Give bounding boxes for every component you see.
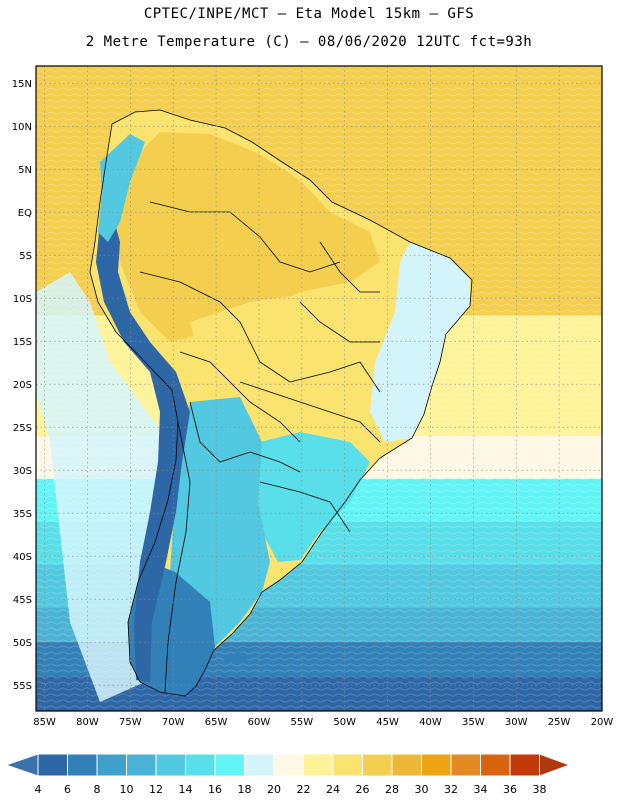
colorbar-swatch — [450, 753, 481, 777]
colorbar-swatch — [244, 753, 275, 777]
colorbar-label: 8 — [94, 783, 101, 796]
latitude-label: 25S — [13, 423, 32, 434]
colorbar-label: 12 — [149, 783, 163, 796]
temperature-map[interactable]: 15N 10N 5N EQ 5S 10S 15S 20S 25S 30S 35S 40S 45S 50S 5… — [0, 62, 618, 732]
colorbar-label: 22 — [297, 783, 311, 796]
colorbar-label: 32 — [444, 783, 458, 796]
longitude-label: 85W — [33, 717, 56, 728]
longitude-label: 70W — [162, 717, 185, 728]
longitude-label: 20W — [591, 717, 614, 728]
colorbar-min-arrow — [4, 753, 39, 777]
colorbar-label: 28 — [385, 783, 399, 796]
south-brazil-region — [250, 432, 370, 562]
latitude-label: EQ — [18, 208, 32, 219]
colorbar-label: 24 — [326, 783, 340, 796]
colorbar-label: 30 — [415, 783, 429, 796]
colorbar-swatch — [185, 753, 216, 777]
colorbar-swatch — [480, 753, 511, 777]
colorbar-swatch — [362, 753, 393, 777]
colorbar-swatch — [421, 753, 452, 777]
colorbar-swatch — [126, 753, 157, 777]
colorbar-swatch — [155, 753, 186, 777]
longitude-label: 45W — [376, 717, 399, 728]
colorbar-max-arrow — [539, 753, 571, 777]
latitude-labels: 15N 10N 5N EQ 5S 10S 15S 20S 25S 30S 35S 40S 45S 50S 5… — [12, 79, 32, 692]
latitude-label: 15S — [13, 337, 32, 348]
colorbar-swatch — [303, 753, 334, 777]
latitude-label: 50S — [13, 638, 32, 649]
colombian-andes-region — [98, 134, 145, 242]
latitude-label: 5S — [19, 251, 32, 262]
latitude-label: 10N — [12, 122, 32, 133]
colorbar-swatch — [332, 753, 363, 777]
colorbar-swatch — [214, 753, 245, 777]
longitude-label: 60W — [248, 717, 271, 728]
longitude-label: 40W — [419, 717, 442, 728]
latitude-label: 15N — [12, 79, 32, 90]
northeast-brazil-region — [370, 242, 470, 442]
longitude-label: 75W — [119, 717, 142, 728]
longitude-labels: 85W 80W 75W 70W 65W 60W 55W 50W 45W 40W 35W 30W 25W 2… — [33, 717, 613, 728]
colorbar-label: 38 — [533, 783, 547, 796]
latitude-label: 55S — [13, 681, 32, 692]
latitude-label: 40S — [13, 552, 32, 563]
map-subtitle: 2 Metre Temperature (C) – 08/06/2020 12U… — [85, 34, 533, 50]
latitude-label: 30S — [13, 466, 32, 477]
amazon-north-region — [112, 132, 380, 342]
longitude-label: 25W — [548, 717, 571, 728]
latitude-label: 5N — [18, 165, 32, 176]
andes-region — [96, 212, 190, 682]
latitude-label: 20S — [13, 380, 32, 391]
map-frame — [35, 65, 603, 712]
colorbar-label: 16 — [208, 783, 222, 796]
latitude-label: 10S — [13, 294, 32, 305]
colorbar-label: 20 — [267, 783, 281, 796]
colorbar-label: 6 — [64, 783, 71, 796]
colorbar-label: 36 — [503, 783, 517, 796]
longitude-label: 55W — [291, 717, 314, 728]
brazil-central-region — [190, 282, 410, 402]
colorbar-swatch — [37, 753, 68, 777]
colorbar-swatch — [96, 753, 127, 777]
latitude-label: 45S — [13, 595, 32, 606]
colorbar-swatch — [67, 753, 98, 777]
longitude-label: 80W — [76, 717, 99, 728]
longitude-label: 35W — [462, 717, 485, 728]
colorbar-label: 26 — [356, 783, 370, 796]
map-title: CPTEC/INPE/MCT – Eta Model 15km – GFS — [143, 6, 475, 22]
longitude-label: 30W — [505, 717, 528, 728]
colorbar-label: 4 — [35, 783, 42, 796]
land-temperature-field — [90, 110, 472, 696]
colorbar-label: 10 — [120, 783, 134, 796]
colorbar-label: 18 — [238, 783, 252, 796]
colorbar-label: 14 — [179, 783, 193, 796]
colorbar-swatches — [4, 753, 571, 777]
colorbar-labels: 4 6 8 10 12 14 16 18 20 22 24 26 28 30 32 34 36 38 — [35, 783, 547, 796]
colorbar-label: 34 — [474, 783, 488, 796]
temperature-colorbar: 4 6 8 10 12 14 16 18 20 22 24 26 28 30 32 34 36 38 — [4, 753, 571, 796]
colorbar-swatch — [273, 753, 304, 777]
colorbar-swatch — [509, 753, 540, 777]
longitude-label: 65W — [205, 717, 228, 728]
colorbar-swatch — [391, 753, 422, 777]
longitude-label: 50W — [333, 717, 356, 728]
malvinas-islands — [222, 652, 248, 664]
latitude-label: 35S — [13, 509, 32, 520]
